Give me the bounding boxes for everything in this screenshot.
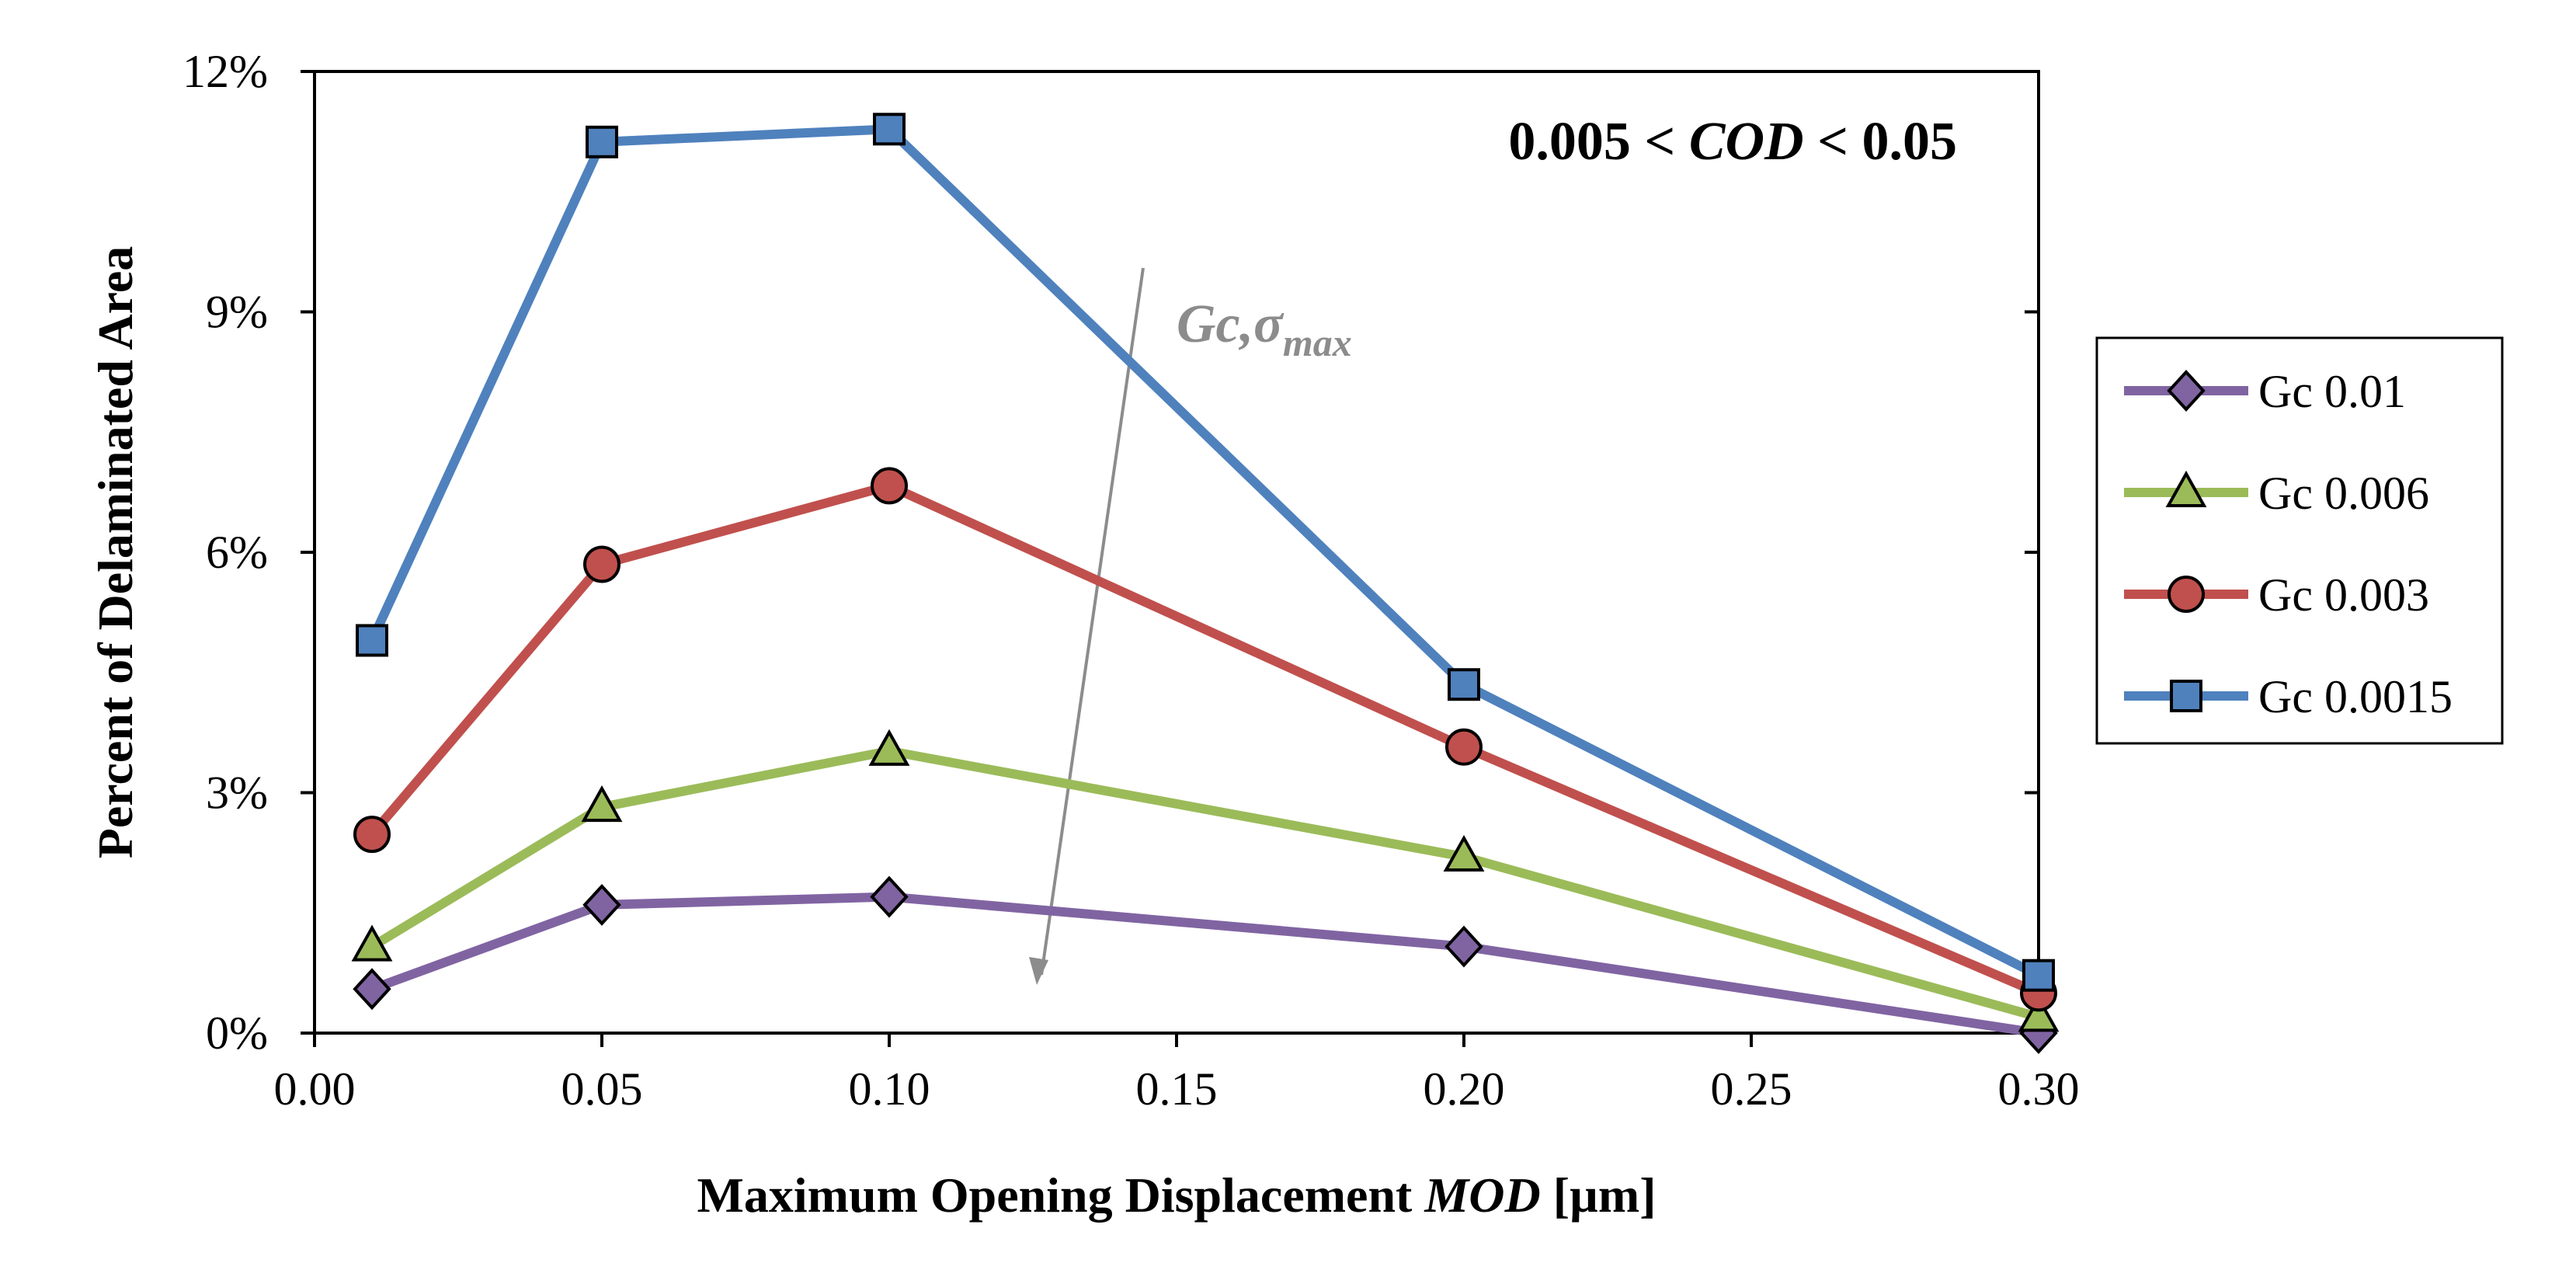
- y-tick-label: 6%: [206, 527, 268, 578]
- x-tick-label: 0.20: [1424, 1063, 1505, 1115]
- x-tick-label: 0.05: [561, 1063, 643, 1115]
- data-point: [581, 785, 623, 823]
- legend-marker: [2168, 576, 2205, 613]
- data-point: [1445, 728, 1483, 766]
- data-point: [586, 125, 618, 158]
- series-line: [368, 481, 2041, 997]
- data-point: [582, 883, 621, 926]
- series-line: [367, 124, 2041, 980]
- legend-label: Gc 0.006: [2258, 468, 2429, 519]
- data-point: [353, 816, 391, 854]
- x-tick-label: 0.00: [274, 1063, 356, 1115]
- data-point: [356, 624, 388, 657]
- legend-label: Gc 0.003: [2258, 569, 2429, 621]
- data-point: [351, 924, 393, 962]
- data-point: [2018, 995, 2060, 1032]
- range-annotation: 0.005 < COD < 0.05: [1508, 112, 1957, 172]
- y-axis: 0% 3% 6% 9% 12%: [183, 46, 2039, 1059]
- data-point: [1444, 925, 1483, 968]
- series-layer: [351, 113, 2060, 1054]
- plot-area: [313, 70, 2040, 1035]
- x-tick-label: 0.30: [1998, 1063, 2080, 1115]
- data-point: [583, 545, 621, 583]
- series-line: [370, 892, 2039, 1038]
- legend-marker: [2167, 370, 2206, 412]
- x-tick-label: 0.25: [1711, 1063, 1792, 1115]
- x-tick-label: 0.10: [849, 1063, 930, 1115]
- data-point: [871, 467, 908, 505]
- y-tick-label: 12%: [183, 46, 268, 97]
- legend-marker: [2165, 470, 2207, 507]
- x-tick-label: 0.15: [1136, 1063, 1218, 1115]
- legend-label: Gc 0.01: [2258, 366, 2406, 417]
- data-point: [1443, 834, 1485, 872]
- legend-marker: [2170, 680, 2202, 712]
- x-axis: 0.00 0.05 0.10 0.15 0.20 0.25 0.30: [274, 1033, 2080, 1115]
- y-axis-title: Percent of Delaminated Area: [88, 246, 143, 859]
- data-point: [353, 968, 391, 1011]
- y-tick-label: 0%: [206, 1007, 268, 1059]
- x-axis-title: Maximum Opening Displacement MOD [µm]: [697, 1167, 1656, 1223]
- legend-box: [2095, 336, 2504, 745]
- data-point: [870, 875, 909, 918]
- data-point: [873, 113, 906, 146]
- data-point: [868, 729, 910, 766]
- y-tick-label: 9%: [206, 287, 268, 338]
- trend-arrow-label: Gc,σmax: [1177, 294, 1352, 364]
- y-tick-label: 3%: [206, 767, 268, 819]
- legend-label: Gc 0.0015: [2258, 671, 2453, 722]
- data-point: [2022, 959, 2055, 992]
- trend-arrow: [1029, 267, 1145, 985]
- data-point: [1448, 668, 1480, 701]
- legend: Gc 0.01 Gc 0.006 Gc 0.003 Gc 0.0015: [2095, 336, 2504, 745]
